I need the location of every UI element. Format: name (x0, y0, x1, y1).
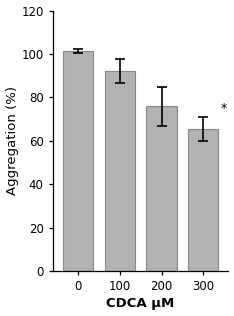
Bar (188, 129, 218, 271)
X-axis label: CDCA μM: CDCA μM (106, 297, 175, 310)
Bar (63, 51, 93, 271)
Bar (146, 106, 177, 271)
Bar (105, 71, 135, 271)
Y-axis label: Aggregation (%): Aggregation (%) (6, 86, 18, 195)
Text: *: * (220, 102, 227, 115)
